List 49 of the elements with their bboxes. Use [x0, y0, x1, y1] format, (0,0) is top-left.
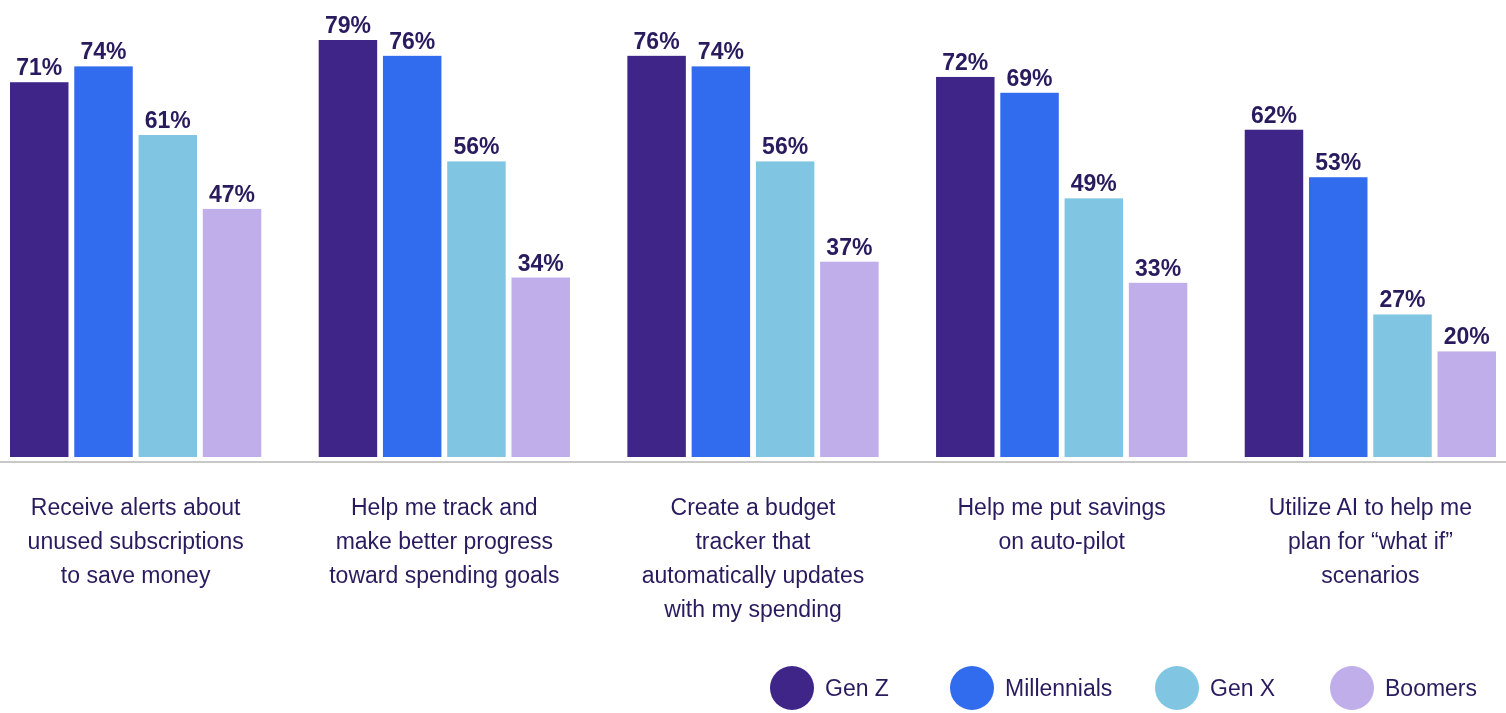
data-label: 56% — [453, 133, 500, 160]
data-label: 56% — [762, 133, 809, 160]
bar — [1064, 198, 1124, 457]
data-label: 49% — [1070, 170, 1117, 197]
bar — [1373, 314, 1432, 457]
data-label: 53% — [1315, 149, 1362, 176]
bar — [820, 261, 879, 457]
legend-label: Gen X — [1210, 675, 1276, 701]
data-label: 69% — [1006, 64, 1053, 91]
data-label: 20% — [1443, 323, 1490, 350]
data-label: 79% — [324, 12, 371, 38]
data-label: 74% — [697, 38, 744, 65]
bar — [936, 76, 995, 457]
data-label: 37% — [826, 233, 873, 260]
bar — [1128, 282, 1188, 457]
x-tick-label: Help me put savings on auto-pilot — [957, 494, 1166, 554]
bar — [138, 135, 198, 457]
bar — [10, 82, 69, 457]
x-tick-label: Help me track and make better progress toward spending goals — [329, 494, 560, 588]
x-tick-label: Create a budget tracker that automatically updates with my spending — [641, 494, 865, 622]
bar — [627, 55, 686, 457]
x-tick-label: Utilize AI to help me plan for “what if” scenarios — [1268, 494, 1472, 588]
legend-label: Gen Z — [825, 675, 889, 701]
bar — [755, 161, 815, 457]
data-label: 74% — [80, 38, 127, 65]
bar — [1437, 351, 1496, 457]
bar — [511, 277, 570, 457]
bar — [382, 55, 442, 457]
legend-label: Boomers — [1385, 675, 1478, 701]
x-tick-label: Receive alerts about unused subscriptions to save money — [27, 494, 244, 588]
data-label: 71% — [16, 54, 63, 81]
bar — [1244, 129, 1304, 457]
bar — [1308, 177, 1368, 457]
bar — [318, 40, 378, 457]
legend-label: Millennials — [1005, 675, 1113, 701]
bar — [691, 66, 751, 457]
bar — [447, 161, 506, 457]
data-label: 76% — [389, 27, 436, 54]
data-label: 76% — [633, 27, 680, 54]
data-label: 72% — [942, 48, 989, 75]
data-label: 27% — [1379, 286, 1426, 313]
bar — [202, 208, 262, 457]
data-label: 62% — [1250, 101, 1297, 128]
bar — [1000, 92, 1059, 457]
data-label: 47% — [209, 180, 256, 207]
bar — [74, 66, 133, 457]
data-label: 61% — [144, 107, 191, 134]
data-label: 33% — [1135, 254, 1182, 281]
data-label: 34% — [517, 249, 564, 276]
